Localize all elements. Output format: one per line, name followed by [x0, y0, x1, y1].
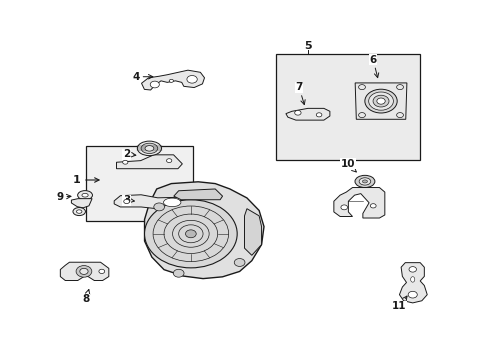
Ellipse shape [122, 160, 128, 164]
Ellipse shape [76, 266, 92, 277]
Ellipse shape [294, 111, 301, 115]
Text: 5: 5 [304, 41, 311, 50]
Ellipse shape [166, 159, 171, 163]
Polygon shape [399, 263, 427, 303]
Ellipse shape [340, 205, 347, 210]
Ellipse shape [372, 95, 388, 107]
Text: 6: 6 [369, 55, 378, 78]
Ellipse shape [154, 203, 164, 211]
Ellipse shape [368, 92, 392, 110]
Text: 1: 1 [72, 175, 99, 185]
Polygon shape [173, 189, 222, 200]
Ellipse shape [396, 113, 403, 118]
Ellipse shape [408, 267, 416, 272]
Polygon shape [141, 70, 204, 90]
Text: 9: 9 [57, 192, 71, 202]
Ellipse shape [362, 180, 366, 183]
Ellipse shape [99, 269, 104, 274]
Ellipse shape [145, 146, 154, 151]
Text: 10: 10 [340, 159, 356, 172]
Ellipse shape [364, 89, 396, 113]
Ellipse shape [410, 277, 414, 282]
Ellipse shape [407, 291, 416, 298]
Polygon shape [285, 108, 329, 120]
Ellipse shape [78, 190, 92, 200]
Ellipse shape [358, 85, 365, 90]
Ellipse shape [369, 204, 375, 208]
Ellipse shape [76, 210, 82, 213]
Ellipse shape [358, 113, 365, 118]
Ellipse shape [354, 175, 374, 188]
Polygon shape [60, 262, 109, 280]
Polygon shape [333, 188, 384, 218]
Ellipse shape [82, 193, 88, 197]
Polygon shape [116, 155, 182, 169]
Text: 7: 7 [295, 82, 305, 104]
Text: 8: 8 [82, 289, 89, 304]
Polygon shape [144, 182, 264, 279]
Polygon shape [354, 83, 406, 119]
Ellipse shape [141, 143, 158, 153]
Ellipse shape [396, 85, 403, 90]
Ellipse shape [123, 199, 129, 204]
Ellipse shape [358, 178, 370, 185]
Ellipse shape [316, 113, 321, 117]
Ellipse shape [163, 198, 181, 207]
Text: 3: 3 [122, 195, 134, 205]
Ellipse shape [376, 98, 385, 104]
Ellipse shape [186, 76, 197, 83]
Ellipse shape [169, 79, 173, 82]
Ellipse shape [150, 81, 159, 88]
Text: 11: 11 [391, 296, 406, 311]
Polygon shape [244, 209, 261, 255]
Polygon shape [114, 195, 186, 209]
Ellipse shape [137, 141, 161, 156]
Ellipse shape [73, 208, 85, 216]
Bar [86, 146, 193, 221]
Ellipse shape [144, 200, 237, 268]
Ellipse shape [173, 269, 183, 277]
Ellipse shape [80, 268, 88, 274]
Text: 2: 2 [122, 149, 136, 159]
Ellipse shape [185, 230, 196, 238]
Bar [276, 54, 419, 160]
Text: 4: 4 [132, 72, 153, 82]
Polygon shape [71, 199, 92, 208]
Ellipse shape [234, 258, 244, 266]
